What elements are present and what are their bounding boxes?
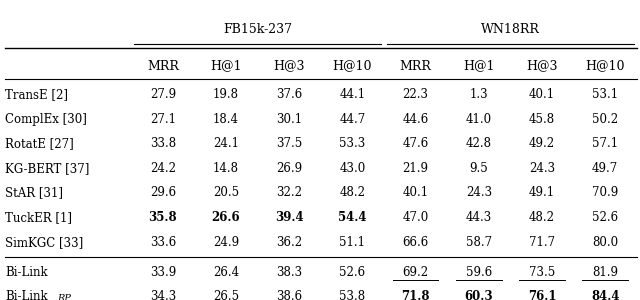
Text: 47.6: 47.6 bbox=[403, 137, 429, 150]
Text: 29.6: 29.6 bbox=[150, 186, 176, 200]
Text: 48.2: 48.2 bbox=[529, 211, 555, 224]
Text: 40.1: 40.1 bbox=[403, 186, 429, 200]
Text: 26.6: 26.6 bbox=[212, 211, 240, 224]
Text: 42.8: 42.8 bbox=[466, 137, 492, 150]
Text: 71.7: 71.7 bbox=[529, 236, 555, 249]
Text: 44.3: 44.3 bbox=[466, 211, 492, 224]
Text: 69.2: 69.2 bbox=[403, 266, 429, 279]
Text: 48.2: 48.2 bbox=[339, 186, 365, 200]
Text: MRR: MRR bbox=[147, 59, 179, 73]
Text: 36.2: 36.2 bbox=[276, 236, 302, 249]
Text: 53.1: 53.1 bbox=[592, 88, 618, 101]
Text: H@1: H@1 bbox=[463, 59, 495, 73]
Text: RP: RP bbox=[57, 294, 71, 300]
Text: 81.9: 81.9 bbox=[592, 266, 618, 279]
Text: Bi-Link: Bi-Link bbox=[5, 290, 48, 300]
Text: 54.4: 54.4 bbox=[338, 211, 367, 224]
Text: 9.5: 9.5 bbox=[469, 162, 488, 175]
Text: 40.1: 40.1 bbox=[529, 88, 555, 101]
Text: 24.9: 24.9 bbox=[213, 236, 239, 249]
Text: 38.3: 38.3 bbox=[276, 266, 302, 279]
Text: 33.8: 33.8 bbox=[150, 137, 176, 150]
Text: FB15k-237: FB15k-237 bbox=[223, 23, 292, 36]
Text: 24.3: 24.3 bbox=[529, 162, 555, 175]
Text: 22.3: 22.3 bbox=[403, 88, 429, 101]
Text: H@3: H@3 bbox=[526, 59, 557, 73]
Text: 49.1: 49.1 bbox=[529, 186, 555, 200]
Text: 84.4: 84.4 bbox=[591, 290, 620, 300]
Text: 52.6: 52.6 bbox=[339, 266, 365, 279]
Text: 26.5: 26.5 bbox=[213, 290, 239, 300]
Text: 44.7: 44.7 bbox=[339, 112, 365, 126]
Text: 18.4: 18.4 bbox=[213, 112, 239, 126]
Text: 45.8: 45.8 bbox=[529, 112, 555, 126]
Text: 24.3: 24.3 bbox=[466, 186, 492, 200]
Text: 50.2: 50.2 bbox=[592, 112, 618, 126]
Text: 57.1: 57.1 bbox=[592, 137, 618, 150]
Text: MRR: MRR bbox=[399, 59, 431, 73]
Text: StAR [31]: StAR [31] bbox=[5, 186, 63, 200]
Text: 34.3: 34.3 bbox=[150, 290, 176, 300]
Text: Bi-Link: Bi-Link bbox=[5, 266, 48, 279]
Text: 26.9: 26.9 bbox=[276, 162, 302, 175]
Text: 21.9: 21.9 bbox=[403, 162, 429, 175]
Text: 71.8: 71.8 bbox=[401, 290, 430, 300]
Text: TuckER [1]: TuckER [1] bbox=[5, 211, 72, 224]
Text: 41.0: 41.0 bbox=[466, 112, 492, 126]
Text: H@3: H@3 bbox=[273, 59, 305, 73]
Text: 27.1: 27.1 bbox=[150, 112, 176, 126]
Text: 19.8: 19.8 bbox=[213, 88, 239, 101]
Text: H@10: H@10 bbox=[333, 59, 372, 73]
Text: 14.8: 14.8 bbox=[213, 162, 239, 175]
Text: 33.6: 33.6 bbox=[150, 236, 176, 249]
Text: 58.7: 58.7 bbox=[466, 236, 492, 249]
Text: 51.1: 51.1 bbox=[339, 236, 365, 249]
Text: 80.0: 80.0 bbox=[592, 236, 618, 249]
Text: 43.0: 43.0 bbox=[339, 162, 365, 175]
Text: 24.1: 24.1 bbox=[213, 137, 239, 150]
Text: TransE [2]: TransE [2] bbox=[5, 88, 68, 101]
Text: 52.6: 52.6 bbox=[592, 211, 618, 224]
Text: 1.3: 1.3 bbox=[470, 88, 488, 101]
Text: 53.3: 53.3 bbox=[339, 137, 365, 150]
Text: 35.8: 35.8 bbox=[148, 211, 177, 224]
Text: 59.6: 59.6 bbox=[466, 266, 492, 279]
Text: 33.9: 33.9 bbox=[150, 266, 176, 279]
Text: KG-BERT [37]: KG-BERT [37] bbox=[5, 162, 90, 175]
Text: 70.9: 70.9 bbox=[592, 186, 618, 200]
Text: ComplEx [30]: ComplEx [30] bbox=[5, 112, 87, 126]
Text: 76.1: 76.1 bbox=[528, 290, 556, 300]
Text: 44.6: 44.6 bbox=[403, 112, 429, 126]
Text: 24.2: 24.2 bbox=[150, 162, 176, 175]
Text: 38.6: 38.6 bbox=[276, 290, 302, 300]
Text: 39.4: 39.4 bbox=[275, 211, 303, 224]
Text: 32.2: 32.2 bbox=[276, 186, 302, 200]
Text: 20.5: 20.5 bbox=[213, 186, 239, 200]
Text: 73.5: 73.5 bbox=[529, 266, 555, 279]
Text: WN18RR: WN18RR bbox=[481, 23, 540, 36]
Text: 30.1: 30.1 bbox=[276, 112, 302, 126]
Text: 49.7: 49.7 bbox=[592, 162, 618, 175]
Text: 47.0: 47.0 bbox=[403, 211, 429, 224]
Text: 26.4: 26.4 bbox=[213, 266, 239, 279]
Text: 37.6: 37.6 bbox=[276, 88, 302, 101]
Text: 60.3: 60.3 bbox=[465, 290, 493, 300]
Text: 53.8: 53.8 bbox=[339, 290, 365, 300]
Text: H@10: H@10 bbox=[586, 59, 625, 73]
Text: SimKGC [33]: SimKGC [33] bbox=[5, 236, 83, 249]
Text: 37.5: 37.5 bbox=[276, 137, 302, 150]
Text: 49.2: 49.2 bbox=[529, 137, 555, 150]
Text: 44.1: 44.1 bbox=[339, 88, 365, 101]
Text: H@1: H@1 bbox=[211, 59, 242, 73]
Text: 27.9: 27.9 bbox=[150, 88, 176, 101]
Text: 66.6: 66.6 bbox=[403, 236, 429, 249]
Text: RotatE [27]: RotatE [27] bbox=[5, 137, 74, 150]
